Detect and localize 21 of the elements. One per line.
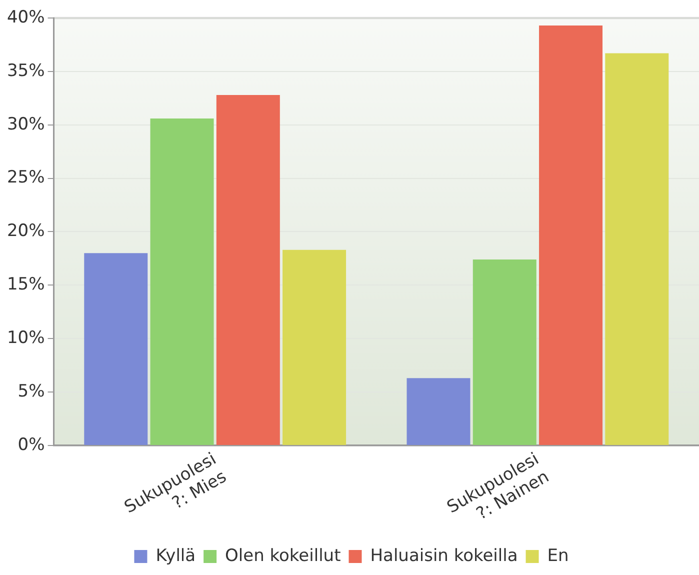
bar xyxy=(406,378,470,445)
y-tick-label: 30% xyxy=(6,114,45,134)
bar xyxy=(216,94,280,445)
bar xyxy=(84,253,148,445)
bar xyxy=(605,53,669,445)
y-tick-label: 35% xyxy=(6,60,45,81)
bar xyxy=(150,118,214,445)
legend-label: Olen kokeillut xyxy=(225,546,342,566)
bar xyxy=(472,260,536,445)
bar xyxy=(282,250,346,445)
y-tick-label: 20% xyxy=(6,221,45,242)
y-tick-label: 0% xyxy=(18,434,45,455)
legend-label: En xyxy=(547,546,569,566)
bar xyxy=(539,25,603,445)
legend-label: Haluaisin kokeilla xyxy=(370,546,518,566)
y-tick-label: 15% xyxy=(6,274,45,295)
legend-label: Kyllä xyxy=(156,546,196,566)
y-tick-label: 5% xyxy=(18,381,45,402)
y-tick-label: 40% xyxy=(6,7,45,28)
y-tick-label: 10% xyxy=(6,328,45,348)
y-tick-label: 25% xyxy=(6,168,45,188)
